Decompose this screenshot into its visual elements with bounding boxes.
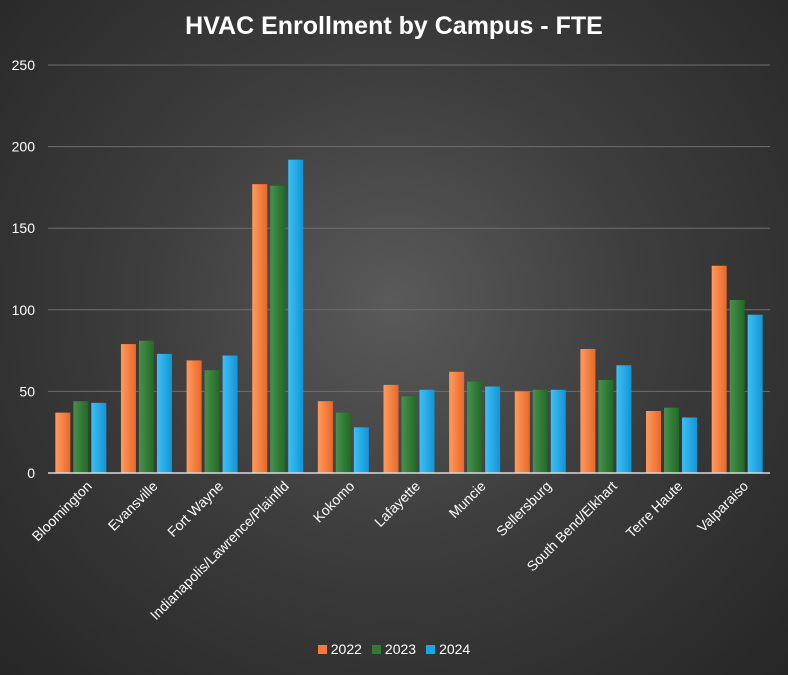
bar <box>747 314 763 473</box>
legend-swatch <box>317 644 327 654</box>
bar <box>729 300 745 473</box>
bar <box>616 365 632 473</box>
bar <box>288 159 304 473</box>
y-tick-label: 50 <box>19 383 35 399</box>
bar <box>317 401 333 473</box>
y-tick-label: 150 <box>12 220 36 236</box>
bar <box>252 184 268 474</box>
bar <box>270 185 286 473</box>
bar <box>467 381 483 473</box>
bars <box>55 159 763 474</box>
bar <box>138 340 154 473</box>
bar <box>664 407 680 473</box>
axes: 0 50 100 150 200 250 Bloomington Evansville Fort… <box>12 57 770 623</box>
bar <box>91 402 107 473</box>
y-tick-label: 250 <box>12 57 36 73</box>
legend-item: 2024 <box>426 641 470 657</box>
bar <box>711 265 727 473</box>
x-tick-label: Terre Haute <box>623 478 686 541</box>
chart-title: HVAC Enrollment by Campus - FTE <box>185 12 603 40</box>
x-tick-label: Valparaiso <box>694 478 752 536</box>
bar <box>120 344 136 473</box>
x-tick-label: Evansville <box>105 478 161 534</box>
y-tick-label: 100 <box>12 302 36 318</box>
bar <box>532 389 548 473</box>
legend-item: 2023 <box>371 641 417 657</box>
x-tick-label: Fort Wayne <box>164 478 226 540</box>
legend-swatch <box>371 644 381 654</box>
bar <box>550 389 566 473</box>
legend-swatch <box>426 644 436 654</box>
bar <box>204 370 220 473</box>
bar <box>646 410 662 473</box>
bar <box>156 353 172 473</box>
legend-label: 2022 <box>330 641 362 657</box>
bar <box>55 412 71 473</box>
x-tick-label: Lafayette <box>371 478 423 530</box>
legend-item: 2022 <box>317 641 362 657</box>
bar <box>598 379 614 473</box>
bar <box>514 391 530 473</box>
bar <box>383 384 399 473</box>
bar <box>682 417 698 473</box>
bar <box>580 348 596 473</box>
y-tick-label: 200 <box>12 139 36 155</box>
legend: 2022 2023 2024 <box>0 641 788 657</box>
legend-label: 2024 <box>439 641 471 657</box>
x-tick-label: Sellersburg <box>493 478 554 539</box>
y-tick-label: 0 <box>27 465 35 481</box>
bar <box>401 396 417 473</box>
x-tick-label: Kokomo <box>310 478 358 526</box>
legend-label: 2023 <box>384 641 417 657</box>
bar <box>485 386 501 473</box>
bar <box>449 371 465 473</box>
gridlines <box>48 64 770 392</box>
x-tick-label: Indianapolis/Lawrence/Plainfld <box>147 478 292 623</box>
bar <box>419 389 435 473</box>
bar <box>73 401 89 473</box>
bar <box>353 427 369 473</box>
x-tick-label: Bloomington <box>29 478 95 544</box>
bar <box>335 412 351 473</box>
bar <box>186 360 202 473</box>
bar <box>222 355 238 473</box>
x-tick-label: Muncie <box>446 478 489 521</box>
